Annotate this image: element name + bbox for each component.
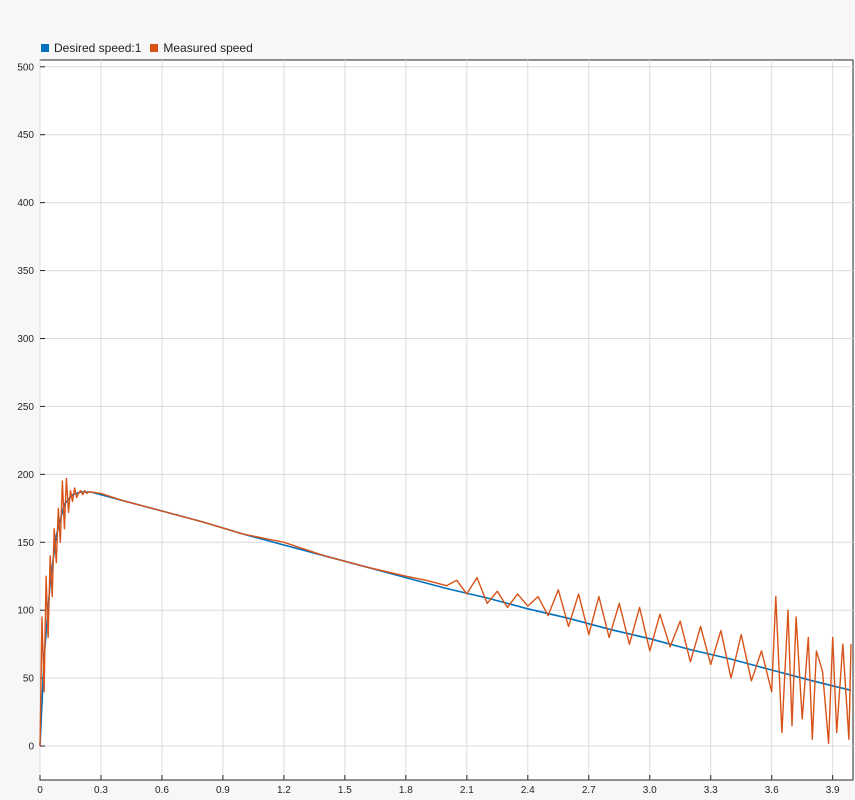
- x-axis-ticks: 0 0.3 0.6 0.9 1.2 1.5 1.8 2.1 2.4 2.7 3.0 3.3 3.6 3.9: [37, 775, 840, 796]
- y-tick-label: 500: [17, 62, 34, 73]
- x-tick-label: 2.4: [521, 785, 535, 796]
- y-tick-label: 50: [23, 674, 35, 685]
- legend-label-desired: Desired speed:1: [54, 41, 142, 55]
- y-tick-label: 200: [17, 470, 34, 481]
- x-tick-label: 3.0: [643, 785, 657, 796]
- y-tick-label: 250: [17, 402, 34, 413]
- x-tick-label: 0.9: [216, 785, 230, 796]
- y-tick-label: 0: [28, 742, 34, 753]
- series-line-measured: [39, 477, 852, 747]
- y-tick-label: 100: [17, 606, 34, 617]
- series-group: [39, 477, 852, 747]
- x-tick-label: 0.6: [155, 785, 169, 796]
- legend: Desired speed:1 Measured speed: [41, 40, 253, 56]
- legend-swatch-measured: [150, 44, 159, 52]
- x-tick-label: 3.9: [826, 785, 840, 796]
- x-tick-label: 1.2: [277, 785, 291, 796]
- y-tick-label: 450: [17, 130, 34, 141]
- x-tick-label: 1.8: [399, 785, 413, 796]
- legend-label-measured: Measured speed: [163, 41, 253, 55]
- y-tick-label: 400: [17, 198, 34, 209]
- x-tick-label: 2.1: [460, 785, 474, 796]
- plot-area: [39, 59, 854, 781]
- grid: [39, 60, 853, 780]
- x-tick-label: 0.3: [94, 785, 108, 796]
- y-tick-label: 350: [17, 266, 34, 277]
- x-tick-label: 2.7: [582, 785, 596, 796]
- x-tick-label: 3.6: [765, 785, 779, 796]
- x-tick-label: 1.5: [338, 785, 352, 796]
- legend-swatch-desired: [41, 44, 49, 52]
- y-tick-label: 300: [17, 334, 34, 345]
- y-axis-ticks: 0 50 100 150 200 250 300 350 400 450 500: [17, 62, 45, 753]
- x-tick-label: 0: [37, 785, 43, 796]
- x-tick-label: 3.3: [704, 785, 718, 796]
- legend-item-measured[interactable]: Measured speed: [150, 41, 253, 55]
- y-tick-label: 150: [17, 538, 34, 549]
- legend-item-desired[interactable]: Desired speed:1: [41, 41, 141, 55]
